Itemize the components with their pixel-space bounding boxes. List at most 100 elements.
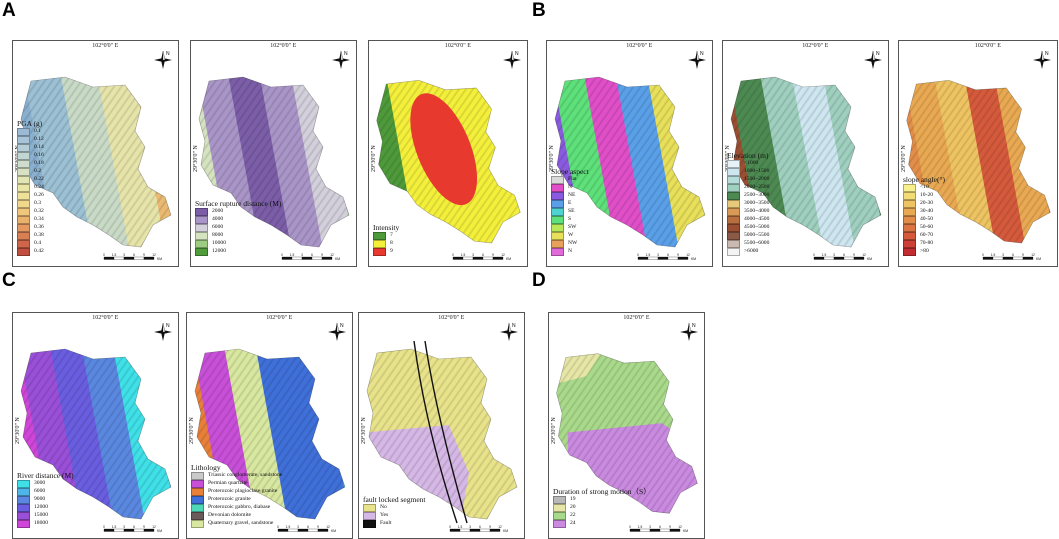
legend-label: 0.38 — [34, 232, 44, 239]
legend-swatch — [551, 184, 564, 192]
svg-text:0: 0 — [449, 525, 451, 529]
svg-text:12: 12 — [501, 253, 505, 257]
legend-swatch — [551, 224, 564, 232]
legend-swatch — [191, 520, 204, 528]
legend-item: 2500~3000 — [727, 192, 769, 200]
svg-text:0: 0 — [281, 253, 283, 257]
legend-item: 1000~1500 — [727, 168, 769, 176]
lithology-map-svg — [194, 348, 346, 520]
svg-text:3: 3 — [833, 253, 835, 257]
legend-label: 50-60 — [920, 224, 934, 231]
legend-item: 10-20 — [903, 192, 945, 200]
svg-text:6: 6 — [1012, 253, 1014, 257]
river-distance-map: 102°0'0" E 29°30'0" N N River distance (M) 3… — [12, 312, 179, 539]
legend-label: 5500~6000 — [744, 240, 770, 247]
svg-text:0: 0 — [452, 253, 454, 257]
legend-item: 4000~4500 — [727, 216, 769, 224]
legend-swatch — [363, 504, 376, 512]
legend-item: Proterozoic plagioclase granite — [191, 488, 282, 496]
legend-item: 50-60 — [903, 224, 945, 232]
legend-label: 4000~4500 — [744, 216, 770, 223]
svg-text:6: 6 — [482, 253, 484, 257]
longitude-label: 102°0'0" E — [92, 43, 119, 49]
longitude-label: 102°0'0" E — [270, 43, 297, 49]
legend-label: 12000 — [34, 504, 48, 511]
legend-label: >6000 — [744, 248, 759, 255]
legend-swatch — [17, 208, 30, 216]
slope-aspect-map: 102°0'0" E 29°30'0" N N Slope aspect Flat N NE… — [546, 40, 713, 267]
legend-swatch — [363, 520, 376, 528]
legend-item: 0.1 — [17, 128, 44, 136]
svg-text:KM: KM — [157, 257, 162, 261]
legend-item: W — [551, 232, 589, 240]
legend-item: Proterozoic granite — [191, 496, 282, 504]
legend-swatch — [553, 496, 566, 504]
svg-text:9: 9 — [321, 253, 323, 257]
latitude-label: 29°30'0" N — [15, 416, 21, 444]
legend-label: 20-30 — [920, 200, 934, 207]
legend-label: 3000 — [34, 480, 46, 487]
legend-item: Fault — [363, 520, 425, 528]
legend-item: 7 — [373, 232, 399, 240]
svg-text:6: 6 — [133, 525, 135, 529]
legend-label: 0.24 — [34, 184, 44, 191]
legend-swatch — [903, 248, 916, 256]
legend-item: 0.4 — [17, 240, 44, 248]
svg-text:0: 0 — [103, 525, 105, 529]
svg-text:12: 12 — [152, 525, 156, 529]
legend-item: 18000 — [17, 520, 74, 528]
elevation-map: 102°0'0" E 29°30'0" N N Elevation (m) <1000 1… — [722, 40, 889, 267]
svg-text:9: 9 — [143, 253, 145, 257]
legend-swatch — [17, 480, 30, 488]
aspect-legend: Slope aspect Flat N NE E SE S SW W NW N — [551, 166, 589, 256]
legend-item: 5000~5500 — [727, 232, 769, 240]
legend-item: 0.3 — [17, 200, 44, 208]
north-arrow-icon: N — [680, 322, 698, 341]
svg-text:0: 0 — [103, 253, 105, 257]
legend-swatch — [727, 224, 740, 232]
legend-swatch — [191, 512, 204, 520]
legend-swatch — [191, 488, 204, 496]
legend-title: Slope aspect — [551, 166, 589, 176]
fault-legend: fault locked segment No Yes Fault — [363, 495, 425, 528]
legend-item: 9 — [373, 248, 399, 256]
svg-text:12: 12 — [686, 253, 690, 257]
legend-swatch — [903, 216, 916, 224]
intensity-map-svg — [376, 79, 521, 244]
legend-swatch — [903, 184, 916, 192]
study-area-outline — [376, 79, 521, 244]
legend-title: Intensity — [373, 222, 400, 232]
svg-text:9: 9 — [669, 525, 671, 529]
surface-rupture-map: 102°0'0" E 29°30'0" N N Surface rupture dis… — [190, 40, 357, 267]
legend-title: Lithology — [191, 462, 221, 472]
legend-label: Proterozoic gabbro, diabase — [208, 504, 271, 511]
legend-item: 0.36 — [17, 224, 44, 232]
legend-swatch — [191, 480, 204, 488]
legend-item: Triassic conglomerate, sandstone — [191, 472, 282, 480]
legend-label: <1000 — [744, 160, 759, 167]
svg-text:KM: KM — [331, 529, 336, 533]
intensity-legend: Intensity 7 8 9 — [373, 222, 400, 256]
legend-item: 70-80 — [903, 240, 945, 248]
legend-item: 2000~2500 — [727, 184, 769, 192]
fault-line — [424, 340, 468, 524]
legend-item: 6000 — [195, 224, 281, 232]
legend-item: <10 — [903, 184, 945, 192]
legend-swatch — [551, 176, 564, 184]
legend-item: 24 — [553, 520, 651, 528]
legend-swatch — [17, 192, 30, 200]
legend-item: 0.42 — [17, 248, 44, 256]
legend-label: SW — [568, 224, 577, 231]
svg-text:KM: KM — [506, 257, 511, 261]
legend-swatch — [373, 248, 386, 256]
legend-label: Quaternary gravel, sandstone — [208, 520, 274, 527]
svg-text:12: 12 — [1031, 253, 1035, 257]
legend-swatch — [17, 160, 30, 168]
legend-swatch — [553, 512, 566, 520]
legend-item: 12000 — [17, 504, 74, 512]
